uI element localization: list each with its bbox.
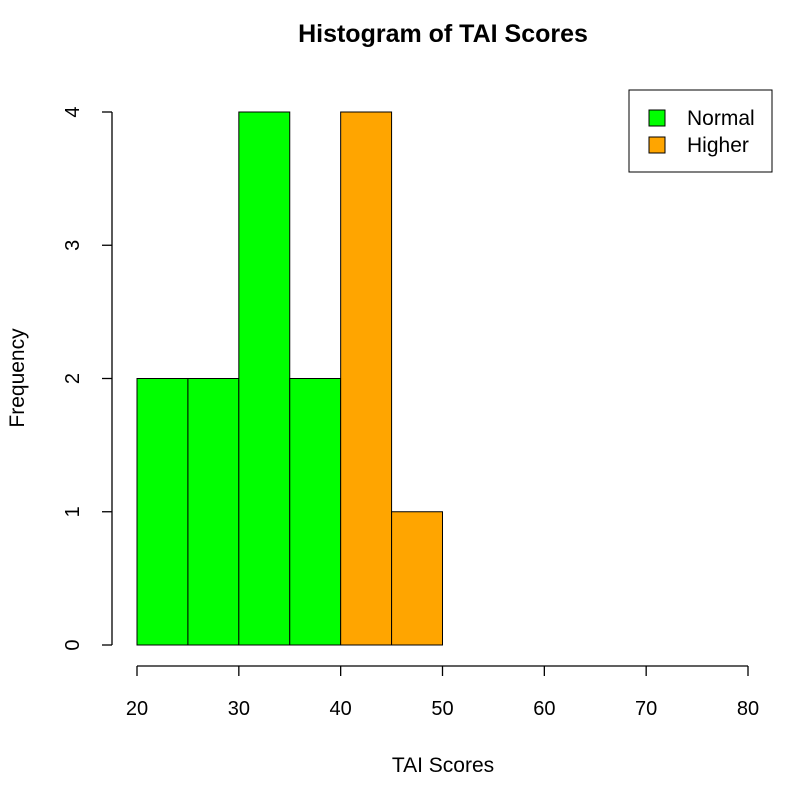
x-tick-label-50: 50 <box>431 698 453 720</box>
x-tick-label-30: 30 <box>228 698 250 720</box>
bar-higher-45-50 <box>391 511 444 646</box>
chart-title: Histogram of TAI Scores <box>298 20 588 48</box>
legend-swatch-normal <box>648 109 666 127</box>
bar-normal-25-30 <box>187 378 240 646</box>
bar-normal-30-35 <box>238 111 291 646</box>
x-tick-label-20: 20 <box>126 698 148 720</box>
x-axis: 20 30 40 50 60 70 80 <box>126 665 759 720</box>
legend: Normal Higher <box>628 89 773 173</box>
legend-swatch-higher <box>648 136 666 154</box>
bar-normal-20-25 <box>136 378 189 646</box>
bar-higher-40-45 <box>340 111 393 646</box>
legend-box <box>628 89 773 173</box>
y-tick-label-3: 3 <box>62 240 84 251</box>
legend-label-normal: Normal <box>687 107 755 130</box>
x-tick-label-40: 40 <box>330 698 352 720</box>
y-tick-label-1: 1 <box>62 506 84 517</box>
y-axis: 0 1 2 3 4 <box>62 106 113 651</box>
y-tick-label-4: 4 <box>62 106 84 117</box>
y-axis-label: Frequency <box>6 328 29 428</box>
y-tick-label-0: 0 <box>62 639 84 650</box>
bars-group <box>136 111 444 646</box>
bar-normal-35-40 <box>289 378 342 646</box>
x-tick-label-80: 80 <box>737 698 759 720</box>
x-tick-label-70: 70 <box>635 698 657 720</box>
y-tick-label-2: 2 <box>62 373 84 384</box>
x-axis-label: TAI Scores <box>392 754 494 777</box>
legend-label-higher: Higher <box>687 134 749 157</box>
x-tick-label-60: 60 <box>533 698 555 720</box>
